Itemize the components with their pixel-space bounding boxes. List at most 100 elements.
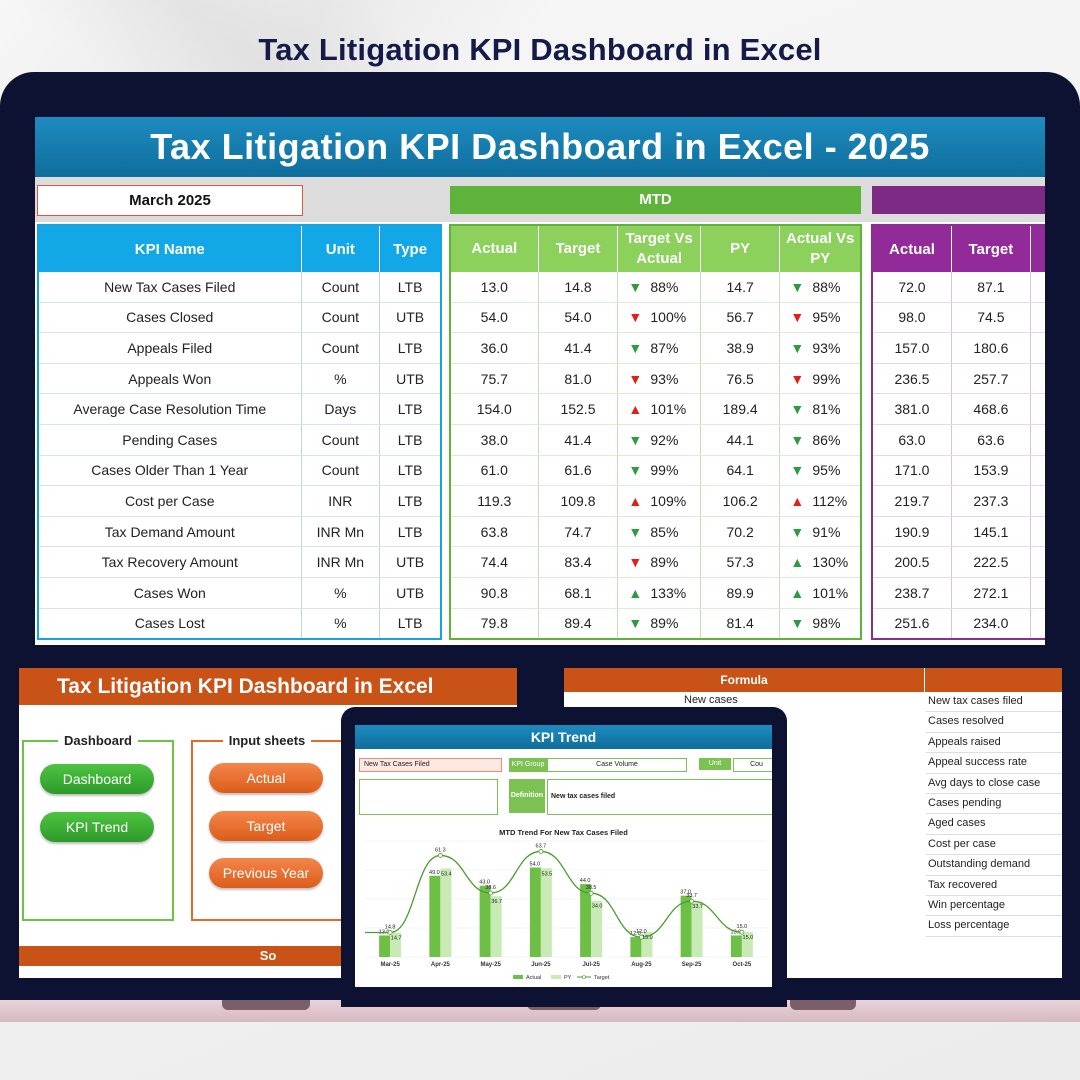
x-tick-label: Apr-25 [431, 962, 451, 968]
actual-sheet-button[interactable]: Actual [209, 763, 323, 793]
definition-item: Appeals raised [926, 733, 1062, 754]
legend-actual: Actual [526, 975, 541, 981]
previous-year-sheet-button[interactable]: Previous Year [209, 858, 323, 888]
mtd-row: 74.4 83.4 ▼ 89% 57.3 ▲ 130% [450, 546, 862, 578]
kpi-name-cell: Cases Closed [38, 302, 302, 334]
mtd-actual-cell: 75.7 [450, 363, 539, 395]
ytd-row: 157.0 180.6 [872, 332, 1045, 364]
target-vs-actual-cell: ▲ 133% [617, 577, 701, 609]
month-selector[interactable]: March 2025 [37, 185, 303, 216]
target-sheet-button[interactable]: Target [209, 811, 323, 841]
target-point [387, 930, 393, 935]
col-mtd-actual: Actual [450, 225, 539, 272]
ytd-actual-cell: 236.5 [872, 363, 952, 395]
mtd-row: 63.8 74.7 ▼ 85% 70.2 ▼ 91% [450, 516, 862, 548]
actual-vs-py-value: 130% [812, 554, 849, 571]
arrow-down-icon: ▼ [628, 615, 643, 632]
arrow-down-icon: ▼ [790, 462, 805, 479]
kpi-row: Tax Recovery Amount INR Mn UTB [38, 546, 442, 578]
actual-bar [730, 935, 742, 957]
legend-actual-swatch [513, 975, 523, 979]
unit-cell: Count [301, 302, 381, 334]
formula-cell: New cases [684, 694, 738, 706]
unit-cell: Count [301, 332, 381, 364]
col-kpi-name: KPI Name [38, 225, 302, 272]
actual-vs-py-value: 81% [812, 401, 841, 418]
unit-cell: INR Mn [301, 516, 381, 548]
mtd-py-cell: 57.3 [700, 546, 781, 578]
col-ytd-actual: Actual [872, 225, 952, 272]
target-vs-actual-value: 88% [650, 278, 679, 295]
mtd-row: 119.3 109.8 ▲ 109% 106.2 ▲ 112% [450, 485, 862, 517]
mtd-row: 75.7 81.0 ▼ 93% 76.5 ▼ 99% [450, 363, 862, 395]
legend-target: Target [594, 975, 610, 981]
target-vs-actual-cell: ▼ 89% [617, 608, 701, 640]
ytd-actual-cell: 238.7 [872, 577, 952, 609]
arrow-up-icon: ▲ [790, 584, 805, 601]
target-data-label: 61.3 [435, 847, 446, 853]
ytd-row: 236.5 257.7 [872, 363, 1045, 395]
legend-py: PY [564, 975, 572, 981]
mtd-py-cell: 56.7 [700, 302, 781, 334]
ytd-actual-cell: 63.0 [872, 424, 952, 456]
actual-vs-py-cell: ▼ 95% [779, 455, 862, 487]
unit-cell: Days [301, 393, 381, 425]
col-mtd-actual-vs-py: Actual Vs PY [779, 225, 862, 272]
kpi-name-cell: New Tax Cases Filed [38, 272, 302, 303]
py-data-label: 33.7 [692, 904, 703, 910]
py-data-label: 53.4 [441, 872, 452, 878]
py-bar [490, 896, 502, 957]
kpi-row: Cases Closed Count UTB [38, 302, 442, 334]
arrow-down-icon: ▼ [628, 554, 643, 571]
mtd-target-cell: 14.8 [538, 272, 619, 303]
x-tick-label: Mar-25 [380, 962, 400, 968]
mtd-actual-cell: 74.4 [450, 546, 539, 578]
ytd-row: 98.0 74.5 [872, 302, 1045, 334]
target-vs-actual-value: 109% [650, 492, 687, 509]
mtd-actual-cell: 38.0 [450, 424, 539, 456]
kpi-row: Cases Older Than 1 Year Count LTB [38, 455, 442, 487]
actual-vs-py-value: 112% [812, 492, 848, 509]
py-data-label: 15.0 [642, 935, 653, 941]
dashboard-group-title: Dashboard [58, 733, 138, 748]
mtd-actual-cell: 63.8 [450, 516, 539, 548]
actual-bar [529, 867, 541, 957]
py-bar [591, 900, 603, 957]
type-cell: UTB [379, 546, 442, 578]
mtd-target-cell: 81.0 [538, 363, 619, 395]
x-tick-label: Aug-25 [631, 962, 652, 968]
ytd-actual-cell: 98.0 [872, 302, 952, 334]
input-sheets-group-title: Input sheets [222, 733, 312, 748]
actual-vs-py-cell: ▼ 81% [779, 393, 862, 425]
actual-data-label: 54.0 [530, 862, 541, 868]
definitions-list: New tax cases filed Cases resolved Appeals… [926, 692, 1062, 937]
py-data-label: 14.7 [391, 936, 402, 942]
mtd-table: Actual Target Target Vs Actual PY Actual… [449, 224, 862, 641]
kpi-trend-button[interactable]: KPI Trend [40, 812, 154, 842]
ytd-overflow-cell [1030, 577, 1045, 609]
ytd-actual-cell: 72.0 [872, 272, 952, 303]
x-tick-label: May-25 [480, 962, 501, 968]
mtd-row: 54.0 54.0 ▼ 100% 56.7 ▼ 95% [450, 302, 862, 334]
target-vs-actual-cell: ▲ 101% [617, 393, 701, 425]
py-bar [641, 932, 653, 957]
mtd-target-cell: 54.0 [538, 302, 619, 334]
ytd-row: 171.0 153.9 [872, 455, 1045, 487]
kpi-selector[interactable]: New Tax Cases Filed [359, 758, 502, 772]
mtd-row: 90.8 68.1 ▲ 133% 89.9 ▲ 101% [450, 577, 862, 609]
py-data-label: 34.0 [592, 904, 603, 910]
definition-item: Aged cases [926, 814, 1062, 835]
ytd-target-cell: 234.0 [951, 608, 1031, 640]
ytd-target-cell: 222.5 [951, 546, 1031, 578]
actual-vs-py-cell: ▼ 88% [779, 272, 862, 303]
mtd-actual-cell: 54.0 [450, 302, 539, 334]
dashboard-button[interactable]: Dashboard [40, 764, 154, 794]
ytd-overflow-cell [1030, 332, 1045, 364]
x-tick-label: Oct-25 [733, 962, 752, 968]
definition-item: Avg days to close case [926, 774, 1062, 794]
mtd-py-cell: 44.1 [700, 424, 781, 456]
kpi-row: Appeals Filed Count LTB [38, 332, 442, 364]
tablet-kpi-trend: KPI Trend New Tax Cases Filed KPI Group … [341, 707, 787, 1007]
kpi-row: Appeals Won% UTB [38, 363, 442, 395]
definition-item: Appeal success rate [926, 753, 1062, 774]
